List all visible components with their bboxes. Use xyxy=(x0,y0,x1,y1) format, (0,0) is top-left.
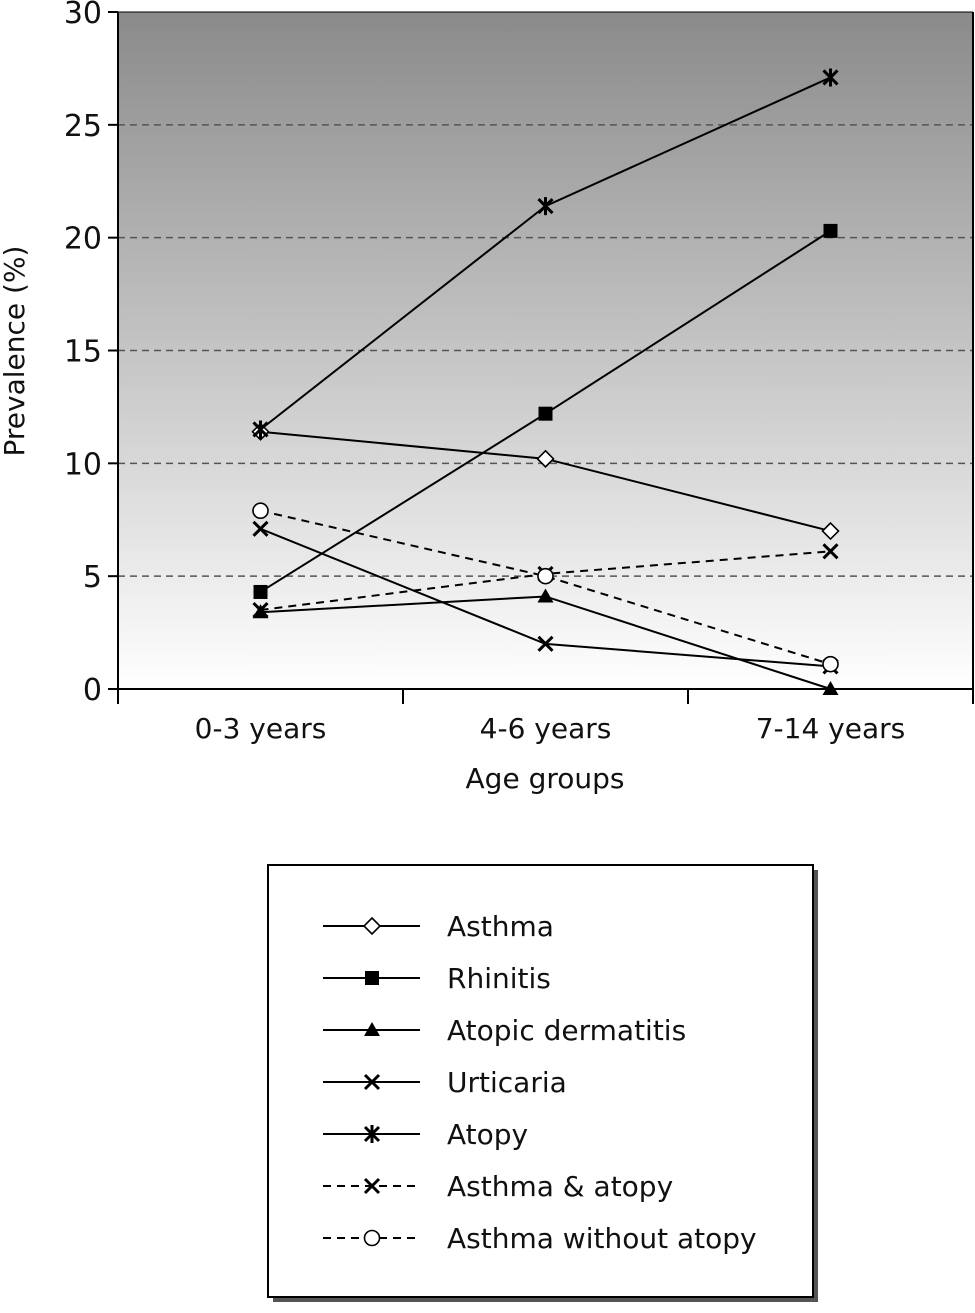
data-point-x xyxy=(363,1073,381,1091)
legend-label: Asthma & atopy xyxy=(447,1170,673,1203)
y-tick-labels: 0 5 10 15 20 25 30 xyxy=(64,0,102,708)
legend-label: Urticaria xyxy=(447,1066,567,1099)
data-point-x xyxy=(363,1177,381,1195)
data-point-diamond-open xyxy=(821,521,840,541)
data-point-triangle-filled xyxy=(822,681,839,695)
x-tick-label: 7-14 years xyxy=(756,712,906,745)
data-point-asterisk xyxy=(252,420,269,439)
y-tick-label: 15 xyxy=(64,335,102,370)
data-point-square-filled xyxy=(365,971,379,985)
data-point-square-filled xyxy=(538,406,553,421)
x-axis-title: Age groups xyxy=(466,762,625,795)
data-point-diamond-open xyxy=(362,916,382,936)
legend-item: Asthma xyxy=(323,910,554,943)
legend-label: Atopy xyxy=(447,1118,528,1151)
legend-label: Asthma xyxy=(447,910,554,943)
series-asthma-without-atopy xyxy=(252,502,839,673)
data-point-square-filled xyxy=(253,584,268,599)
series-line xyxy=(260,509,831,666)
y-tick-label: 10 xyxy=(64,447,102,482)
data-point-diamond-open xyxy=(536,449,555,468)
data-point-triangle-filled xyxy=(364,1022,380,1036)
legend-label: Asthma without atopy xyxy=(447,1222,757,1255)
legend-item: Atopic dermatitis xyxy=(323,1014,686,1047)
legend-label: Rhinitis xyxy=(447,962,551,995)
series-atopy xyxy=(252,68,839,439)
y-tick-label: 20 xyxy=(64,222,102,257)
data-point-circle-open xyxy=(822,655,839,673)
data-point-circle-open xyxy=(252,502,269,520)
data-point-x xyxy=(252,601,269,619)
series-layer xyxy=(251,68,840,695)
x-tick-labels: 0-3 years 4-6 years 7-14 years xyxy=(195,712,906,745)
data-point-circle-open xyxy=(537,567,554,585)
y-axis-title: Prevalence (%) xyxy=(0,246,31,457)
legend-item: Urticaria xyxy=(323,1066,567,1099)
legend-item: Asthma & atopy xyxy=(323,1170,673,1203)
data-point-asterisk xyxy=(537,197,554,216)
legend: Asthma Rhinitis Atopic dermatitis Urticaria… xyxy=(323,910,757,1255)
data-point-x xyxy=(822,543,839,560)
data-point-asterisk xyxy=(363,1125,381,1143)
data-point-square-filled xyxy=(823,223,838,238)
legend-label: Atopic dermatitis xyxy=(447,1014,686,1047)
legend-item: Rhinitis xyxy=(323,962,551,995)
data-point-triangle-filled xyxy=(537,588,554,603)
y-tick-label: 5 xyxy=(83,560,102,595)
data-point-x xyxy=(537,635,554,652)
data-point-x xyxy=(252,520,269,537)
series-asthma xyxy=(251,422,840,541)
y-tick-label: 30 xyxy=(64,0,102,31)
legend-item: Atopy xyxy=(323,1118,528,1151)
data-point-asterisk xyxy=(822,68,839,87)
x-tick-label: 0-3 years xyxy=(195,712,327,745)
y-tick-label: 0 xyxy=(83,673,102,708)
y-tick-label: 25 xyxy=(64,109,102,144)
x-tick-label: 4-6 years xyxy=(480,712,612,745)
series-rhinitis xyxy=(253,223,838,599)
data-point-circle-open xyxy=(363,1229,381,1247)
legend-item: Asthma without atopy xyxy=(323,1222,757,1255)
